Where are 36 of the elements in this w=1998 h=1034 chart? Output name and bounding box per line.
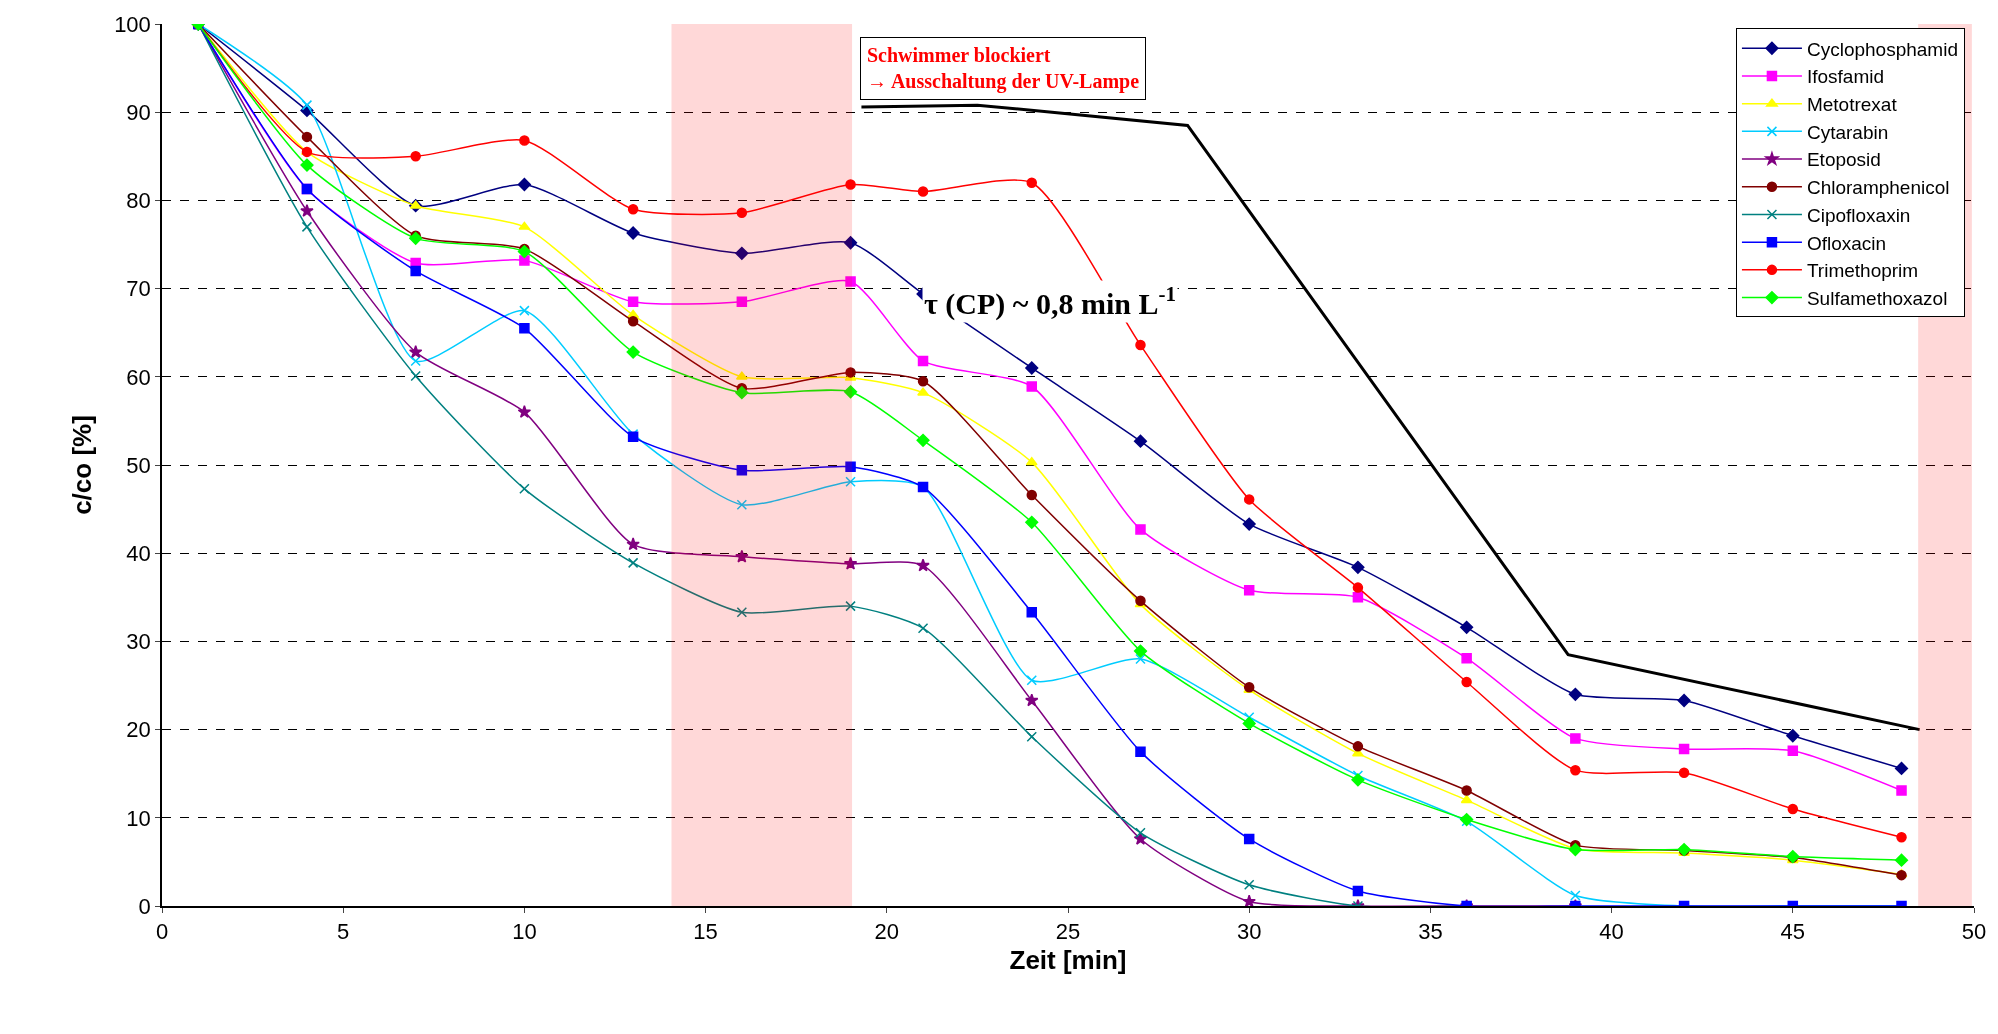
legend-label: Ifosfamid: [1806, 66, 1885, 88]
y-tick-label: 30: [126, 629, 151, 655]
x-tick-label: 10: [512, 919, 537, 945]
x-axis-title: Zeit [min]: [1009, 945, 1127, 976]
x-tick-label: 5: [337, 919, 350, 945]
y-tick-label: 50: [126, 452, 151, 478]
y-tick-label: 0: [138, 893, 151, 919]
x-tick-label: 20: [874, 919, 900, 945]
y-tick-label: 100: [114, 11, 151, 37]
x-tick-label: 30: [1236, 919, 1262, 945]
y-axis-title: c/co [%]: [67, 415, 98, 515]
legend-label: Trimethoprim: [1806, 260, 1919, 282]
x-tick-label: 0: [155, 919, 169, 945]
x-tick-label: 15: [693, 919, 718, 945]
y-tick-label: 10: [126, 805, 151, 831]
legend-label: Cytarabin: [1806, 121, 1889, 143]
x-tick-label: 50: [1961, 919, 1987, 945]
x-tick-label: 45: [1780, 919, 1806, 945]
x-tick-label: 35: [1418, 919, 1443, 945]
y-tick-label: 90: [126, 99, 151, 125]
legend-label: Ofloxacin: [1806, 232, 1887, 254]
y-tick-label: 70: [126, 276, 151, 302]
legend-label: Chloramphenicol: [1806, 177, 1950, 199]
legend-label: Etoposid: [1806, 149, 1881, 171]
y-tick-label: 20: [126, 717, 151, 743]
legend-label: Cipofloxaxin: [1806, 204, 1911, 226]
annotation: Schwimmer blockiert → Ausschaltung der UV-Lampe: [867, 44, 1140, 93]
annotation: τ (CP) ~ 0,8 min L$^{-1}$: [924, 282, 1176, 321]
legend-label: Sulfamethoxazol: [1806, 287, 1948, 309]
x-tick-label: 25: [1055, 919, 1081, 945]
y-tick-label: 80: [126, 188, 151, 214]
legend-label: Metotrexat: [1806, 94, 1898, 116]
y-tick-label: 40: [126, 540, 151, 566]
y-tick-label: 60: [126, 364, 151, 390]
x-tick-label: 40: [1599, 919, 1624, 945]
legend-label: Cyclophosphamid: [1806, 38, 1958, 60]
